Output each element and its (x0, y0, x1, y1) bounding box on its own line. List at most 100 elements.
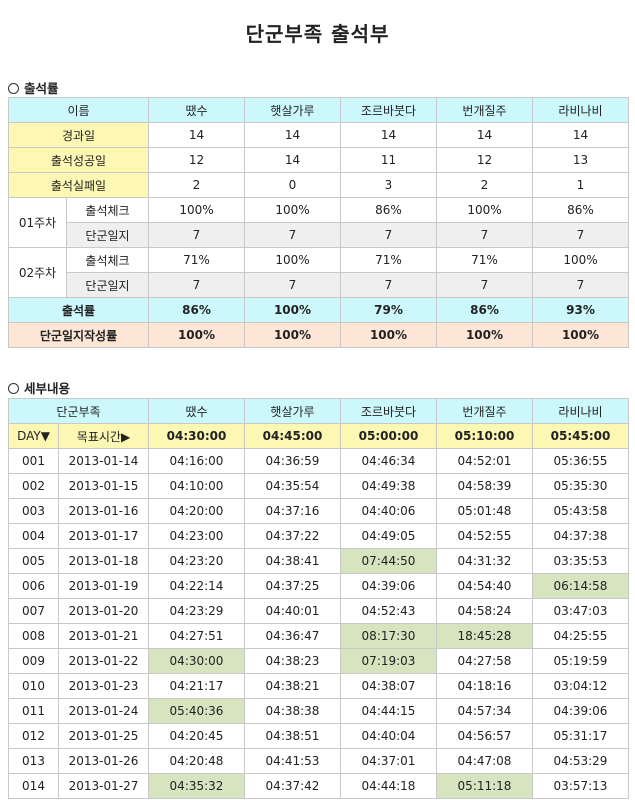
check-in-time: 04:37:01 (340, 748, 437, 774)
rate-value: 100% (244, 297, 341, 323)
member-name-header: 땠수 (148, 398, 245, 424)
check-in-time: 04:38:51 (244, 723, 341, 749)
week-diary-value: 7 (340, 222, 437, 248)
diary-rate-label: 단군일지작성률 (8, 322, 149, 348)
target-time-label: 목표시간▶ (58, 423, 149, 449)
week-diary-value: 7 (340, 272, 437, 298)
check-in-time: 04:35:54 (244, 473, 341, 499)
date-cell: 2013-01-14 (58, 448, 149, 474)
day-number: 006 (8, 573, 59, 599)
table-row: 002 2013-01-15 04:10:00 04:35:54 04:49:38 04:… (8, 473, 629, 499)
week-check-value: 100% (148, 197, 245, 223)
check-in-time: 05:35:30 (532, 473, 629, 499)
check-in-time: 05:11:18 (436, 773, 533, 799)
row-label: 출석실패일 (8, 172, 149, 198)
check-in-time: 03:57:13 (532, 773, 629, 799)
check-in-time: 04:56:57 (436, 723, 533, 749)
summary-value: 12 (436, 147, 533, 173)
date-cell: 2013-01-20 (58, 598, 149, 624)
check-in-time: 08:17:30 (340, 623, 437, 649)
date-cell: 2013-01-16 (58, 498, 149, 524)
check-in-time: 07:19:03 (340, 648, 437, 674)
check-in-time: 04:22:14 (148, 573, 245, 599)
section-attendance-rate: 출석률 (8, 78, 59, 97)
date-cell: 2013-01-26 (58, 748, 149, 774)
week-check-value: 100% (244, 197, 341, 223)
check-in-time: 04:23:00 (148, 523, 245, 549)
diary-rate-value: 100% (148, 322, 245, 348)
page-title: 단군부족 출석부 (245, 22, 390, 46)
summary-value: 1 (532, 172, 629, 198)
check-in-time: 03:04:12 (532, 673, 629, 699)
table-row: 003 2013-01-16 04:20:00 04:37:16 04:40:06 05:… (8, 498, 629, 524)
target-row: DAY▼ 목표시간▶ 04:30:00 04:45:00 05:00:00 05:10:0… (8, 423, 629, 449)
check-in-time: 04:52:01 (436, 448, 533, 474)
check-in-time: 04:40:01 (244, 598, 341, 624)
week-diary-value: 7 (148, 222, 245, 248)
header-row: 이름 땠수 햇살가루 조르바붓다 번개질주 라비나비 (8, 97, 629, 123)
check-in-time: 04:20:48 (148, 748, 245, 774)
check-in-time: 04:16:00 (148, 448, 245, 474)
day-number: 001 (8, 448, 59, 474)
week-check-value: 86% (532, 197, 629, 223)
diary-rate-value: 100% (244, 322, 341, 348)
date-cell: 2013-01-21 (58, 623, 149, 649)
target-time-value: 05:10:00 (436, 423, 533, 449)
summary-value: 14 (340, 122, 437, 148)
week-diary-value: 7 (532, 272, 629, 298)
member-name-header: 햇살가루 (244, 97, 341, 123)
target-time-value: 05:00:00 (340, 423, 437, 449)
date-cell: 2013-01-24 (58, 698, 149, 724)
check-in-time: 04:38:23 (244, 648, 341, 674)
day-number: 009 (8, 648, 59, 674)
week-sub-label: 출석체크 (66, 197, 149, 223)
week-diary-value: 7 (244, 222, 341, 248)
week-check-value: 71% (148, 247, 245, 273)
day-sort-label: DAY▼ (8, 423, 59, 449)
check-in-time: 04:20:00 (148, 498, 245, 524)
section-label: 출석률 (24, 81, 59, 96)
diary-rate-value: 100% (340, 322, 437, 348)
member-name-header: 번개질주 (436, 398, 533, 424)
attendance-rate-table: 이름 땠수 햇살가루 조르바붓다 번개질주 라비나비 경과일 14 14 14 14 14 출석성공일 1… (8, 97, 629, 348)
table-row: 009 2013-01-22 04:30:00 04:38:23 07:19:03 04:… (8, 648, 629, 674)
check-in-time: 04:49:05 (340, 523, 437, 549)
check-in-time: 05:01:48 (436, 498, 533, 524)
summary-row: 경과일 14 14 14 14 14 (8, 122, 629, 148)
details-table: 단군부족 땠수 햇살가루 조르바붓다 번개질주 라비나비 DAY▼ 목표시간▶ 04:30:00… (8, 398, 629, 799)
table-row: 012 2013-01-25 04:20:45 04:38:51 04:40:04 04:… (8, 723, 629, 749)
check-in-time: 04:38:07 (340, 673, 437, 699)
check-in-time: 04:38:41 (244, 548, 341, 574)
check-in-time: 04:54:40 (436, 573, 533, 599)
check-in-time: 04:27:58 (436, 648, 533, 674)
table-row: 008 2013-01-21 04:27:51 04:36:47 08:17:30 18:… (8, 623, 629, 649)
check-in-time: 04:31:32 (436, 548, 533, 574)
diary-rate-value: 100% (436, 322, 533, 348)
table-row: 010 2013-01-23 04:21:17 04:38:21 04:38:07 04:… (8, 673, 629, 699)
summary-value: 14 (244, 122, 341, 148)
summary-row: 출석성공일 12 14 11 12 13 (8, 147, 629, 173)
table-row: 006 2013-01-19 04:22:14 04:37:25 04:39:06 04:… (8, 573, 629, 599)
row-label: 출석성공일 (8, 147, 149, 173)
check-in-time: 05:43:58 (532, 498, 629, 524)
row-label: 경과일 (8, 122, 149, 148)
summary-value: 0 (244, 172, 341, 198)
check-in-time: 04:21:17 (148, 673, 245, 699)
week-check-value: 100% (244, 247, 341, 273)
date-cell: 2013-01-27 (58, 773, 149, 799)
week-check-value: 71% (340, 247, 437, 273)
header-name-label: 이름 (8, 97, 149, 123)
week-diary-value: 7 (532, 222, 629, 248)
rate-label: 출석률 (8, 297, 149, 323)
day-number: 004 (8, 523, 59, 549)
check-in-time: 04:40:06 (340, 498, 437, 524)
week-label: 01주차 (8, 197, 67, 248)
table-row: 001 2013-01-14 04:16:00 04:36:59 04:46:34 04:… (8, 448, 629, 474)
week-check-value: 100% (532, 247, 629, 273)
date-cell: 2013-01-15 (58, 473, 149, 499)
check-in-time: 04:23:20 (148, 548, 245, 574)
table-row: 013 2013-01-26 04:20:48 04:41:53 04:37:01 04:… (8, 748, 629, 774)
check-in-time: 04:36:59 (244, 448, 341, 474)
check-in-time: 04:37:16 (244, 498, 341, 524)
check-in-time: 04:52:55 (436, 523, 533, 549)
